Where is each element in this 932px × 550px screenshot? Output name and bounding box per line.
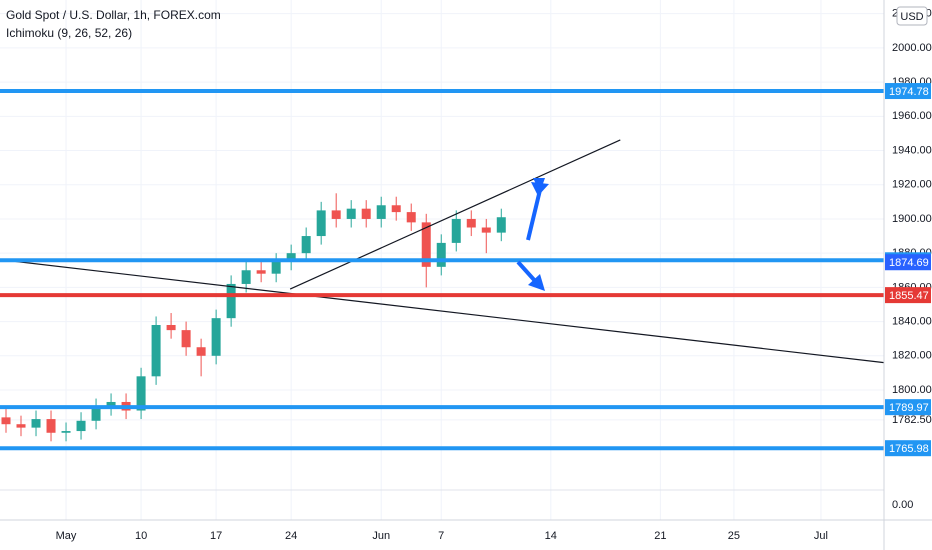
price-label: 1855.47 — [889, 290, 929, 302]
candle-body — [1, 417, 11, 425]
candle-body — [196, 347, 206, 356]
price-label: 1974.78 — [889, 86, 929, 98]
candle-body — [211, 318, 221, 356]
x-tick-label: 7 — [438, 530, 444, 542]
y-tick-label: 1782.50 — [892, 414, 932, 426]
candle-body — [151, 325, 161, 377]
candle-body — [301, 236, 311, 254]
marks — [0, 89, 885, 451]
price-badge — [885, 399, 931, 416]
candle-body — [346, 208, 356, 219]
currency-badge[interactable] — [896, 6, 928, 26]
candle-body — [136, 376, 146, 411]
candle-body — [376, 205, 386, 219]
arrow-up — [526, 189, 542, 241]
price-badge — [885, 83, 931, 100]
price-badge — [885, 287, 931, 304]
y-tick-label: 2000.00 — [892, 42, 932, 54]
candle-body — [496, 217, 506, 233]
arrow-down-head — [528, 274, 545, 291]
price-label: 1765.98 — [889, 443, 929, 455]
chart-title: Gold Spot / U.S. Dollar, 1h, FOREX.com — [6, 8, 221, 22]
candle-body — [316, 210, 326, 237]
candle-body — [16, 424, 26, 428]
x-tick-label: 21 — [654, 530, 666, 542]
candle-body — [106, 401, 116, 408]
candle-body — [61, 431, 71, 433]
candle-body — [31, 419, 41, 428]
axis: 1782.501800.001820.001840.001860.001880.… — [56, 8, 932, 542]
trend-line — [289, 139, 621, 290]
candle-body — [436, 242, 446, 267]
y-tick-label: 1940.00 — [892, 144, 932, 156]
x-tick-label: May — [56, 530, 77, 542]
y-tick-label: 1840.00 — [892, 315, 932, 327]
y-tick-label: 1960.00 — [892, 110, 932, 122]
y-tick-label: 1900.00 — [892, 213, 932, 225]
x-tick-label: 25 — [728, 530, 740, 542]
x-tick-label: 14 — [545, 530, 557, 542]
price-badge — [885, 440, 931, 457]
currency-label: USD — [900, 11, 923, 23]
x-tick-label: Jun — [372, 530, 390, 542]
arrow-down — [516, 260, 538, 284]
y-tick-label: 1820.00 — [892, 350, 932, 362]
candle-body — [46, 419, 56, 433]
arrow-up-head — [531, 178, 549, 196]
candle-body — [331, 210, 341, 219]
candle-body — [391, 205, 401, 213]
candle-body — [271, 261, 281, 274]
price-label: 1789.97 — [889, 402, 929, 414]
price-label: 1874.69 — [889, 257, 929, 269]
candle-body — [421, 222, 431, 267]
candle-body — [361, 208, 371, 219]
candle-body — [226, 283, 236, 319]
x-tick-label: 17 — [210, 530, 222, 542]
candle-body — [481, 227, 491, 233]
candle-body — [76, 420, 86, 432]
candle-body — [451, 218, 461, 243]
candle-body — [256, 270, 266, 274]
pane-tick-label: 0.00 — [892, 499, 913, 511]
x-tick-label: 10 — [135, 530, 147, 542]
y-tick-label: 1800.00 — [892, 384, 932, 396]
price-badge — [885, 254, 931, 271]
y-tick-label: 1920.00 — [892, 179, 932, 191]
candle-body — [406, 212, 416, 223]
trend-line — [0, 259, 885, 364]
candle-body — [166, 325, 176, 331]
candle-body — [466, 218, 476, 228]
candle-body — [91, 407, 101, 421]
candle-body — [241, 270, 251, 284]
x-tick-label: 24 — [285, 530, 297, 542]
x-tick-label: Jul — [814, 530, 828, 542]
candle-body — [286, 253, 296, 262]
indicator-label: Ichimoku (9, 26, 52, 26) — [6, 26, 132, 40]
candle-body — [181, 330, 191, 348]
